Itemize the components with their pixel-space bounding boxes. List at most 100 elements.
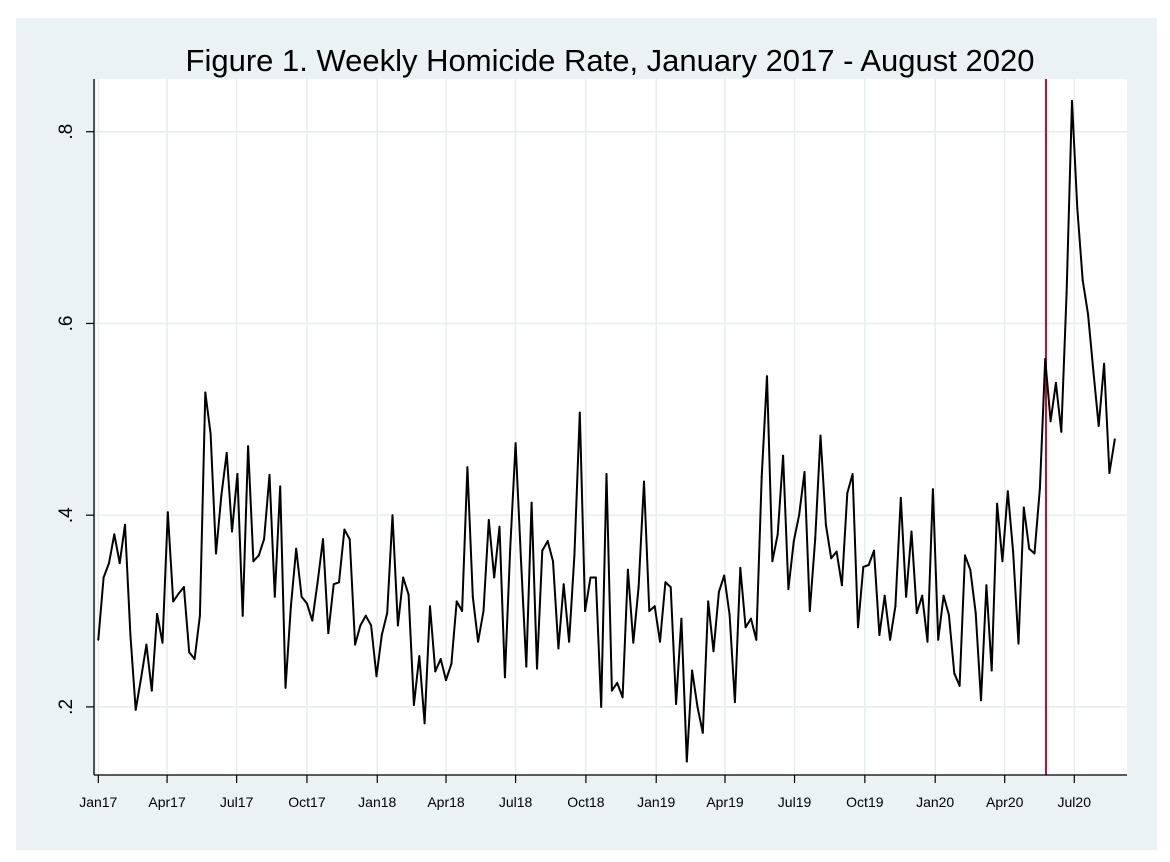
data-point <box>712 650 715 653</box>
x-tick-label: Apr20 <box>986 794 1024 810</box>
data-point <box>215 552 217 555</box>
data-point <box>760 475 763 478</box>
data-point <box>354 643 357 646</box>
data-point <box>1081 279 1084 282</box>
data-point <box>1033 552 1036 555</box>
data-point <box>1017 642 1020 645</box>
data-point <box>536 667 538 670</box>
data-point <box>455 600 458 603</box>
x-tick-label: Oct19 <box>846 794 884 810</box>
data-point <box>653 605 656 608</box>
data-point <box>525 665 528 668</box>
data-point <box>846 492 849 495</box>
data-point <box>380 634 383 636</box>
data-point <box>744 626 747 629</box>
x-tick-label: Apr17 <box>148 794 186 810</box>
x-tick-label: Oct17 <box>288 794 326 810</box>
data-point <box>803 471 806 473</box>
data-point <box>1006 490 1009 493</box>
data-point <box>921 594 924 597</box>
data-point <box>204 391 207 394</box>
line-chart: .2.4.6.8 Jan17 Apr17 Jul17 Oct17 Jan18 Apr18 J… <box>56 43 1127 810</box>
x-tick-label: Apr19 <box>706 794 744 810</box>
data-point <box>616 681 619 684</box>
x-tick-label: Jan17 <box>79 794 117 810</box>
data-point <box>327 632 330 635</box>
data-point <box>450 662 453 665</box>
data-point <box>996 502 999 505</box>
data-point <box>97 638 100 641</box>
data-point <box>610 689 613 692</box>
data-point <box>412 704 415 706</box>
chart-background: .2.4.6.8 Jan17 Apr17 Jul17 Oct17 Jan18 Apr18 J… <box>16 18 1157 850</box>
data-point <box>156 612 159 615</box>
data-point <box>1049 420 1052 423</box>
x-tick-label: Oct18 <box>567 794 605 810</box>
data-point <box>1087 312 1089 315</box>
data-point <box>273 595 276 598</box>
data-point <box>573 554 576 557</box>
data-point <box>1103 362 1106 365</box>
data-point <box>1097 425 1100 427</box>
data-point <box>322 538 324 541</box>
data-point <box>134 708 137 711</box>
data-point <box>899 496 902 499</box>
data-point <box>434 670 437 673</box>
data-point <box>140 677 143 680</box>
data-point <box>750 617 752 620</box>
data-point <box>364 614 367 617</box>
x-tick-label: Jan19 <box>637 794 675 810</box>
data-point <box>477 640 480 643</box>
data-point <box>161 641 164 644</box>
data-point <box>172 600 175 603</box>
data-point <box>177 592 180 595</box>
data-point <box>466 466 469 469</box>
data-point <box>198 614 201 617</box>
x-tick-label: Jan20 <box>916 794 954 810</box>
data-point <box>771 560 774 563</box>
data-point <box>637 586 640 589</box>
data-point <box>546 540 549 543</box>
data-point <box>696 705 699 708</box>
data-point <box>1012 550 1015 553</box>
data-point <box>359 624 362 627</box>
data-point <box>1108 472 1111 474</box>
data-point <box>493 576 496 579</box>
x-tick-label: Jul18 <box>499 794 533 810</box>
data-point <box>926 640 929 643</box>
data-point <box>808 610 811 612</box>
data-point <box>632 641 635 644</box>
data-point <box>284 686 287 689</box>
y-tick-label: .2 <box>56 699 77 715</box>
data-point <box>584 610 587 612</box>
gridlines <box>96 79 1127 774</box>
data-point <box>1044 357 1047 360</box>
data-point <box>129 634 132 636</box>
data-point <box>985 584 988 587</box>
data-point <box>482 610 485 612</box>
y-axis-ticks: .2 .4 .6 .8 <box>56 124 94 715</box>
data-point <box>407 593 410 596</box>
data-point <box>391 514 394 517</box>
data-point <box>541 549 544 552</box>
data-point <box>348 538 351 541</box>
data-point <box>894 605 897 608</box>
data-point <box>733 701 736 704</box>
data-point <box>626 568 629 571</box>
x-tick-label: Jul20 <box>1058 794 1092 810</box>
data-point <box>814 538 817 541</box>
data-point <box>1038 487 1041 490</box>
data-point <box>787 588 790 590</box>
data-point <box>931 488 934 491</box>
data-point <box>937 638 940 641</box>
data-point <box>509 547 512 550</box>
data-point <box>910 530 913 533</box>
data-point <box>530 501 533 504</box>
data-point <box>728 613 731 616</box>
data-point <box>209 432 212 435</box>
data-point <box>108 562 110 565</box>
data-point <box>102 576 105 579</box>
data-point <box>1028 547 1031 550</box>
data-point <box>1022 506 1025 509</box>
data-point <box>124 523 126 526</box>
